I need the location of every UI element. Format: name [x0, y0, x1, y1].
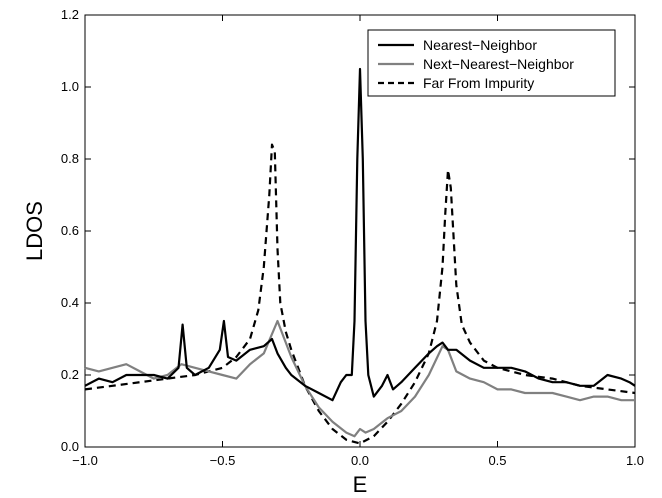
- y-tick-label: 0.4: [61, 295, 79, 310]
- y-tick-label: 1.2: [61, 7, 79, 22]
- series-line-nearest-neighbor: [84, 67, 636, 402]
- series-line-far-from-impurity: [84, 143, 636, 445]
- legend-label-nearest-neighbor: Nearest−Neighbor: [423, 37, 537, 53]
- x-tick-label: 0.0: [351, 453, 369, 468]
- x-tick-label: 1.0: [626, 453, 644, 468]
- y-tick-label: 0.2: [61, 367, 79, 382]
- x-tick-label: 0.5: [488, 453, 506, 468]
- x-tick-label: −0.5: [210, 453, 236, 468]
- axis-ticks: [84, 14, 636, 448]
- y-tick-label: 0.0: [61, 439, 79, 454]
- axis-tick-labels: −1.0 −0.5 0.0 0.5 1.0 0.0 0.2 0.4 0.6 0.8 1.0 1.2: [61, 7, 644, 468]
- legend: Nearest−Neighbor Next−Nearest−Neighbor F…: [367, 29, 616, 97]
- x-tick-label: −1.0: [72, 453, 98, 468]
- series-line-next-nearest-neighbor: [84, 319, 635, 438]
- series-lines: [84, 67, 636, 445]
- y-axis-title: LDOS: [22, 201, 47, 261]
- legend-label-next-nearest-neighbor: Next−Nearest−Neighbor: [423, 56, 574, 72]
- y-tick-label: 1.0: [61, 79, 79, 94]
- x-axis-title: E: [353, 472, 368, 497]
- y-tick-label: 0.8: [61, 151, 79, 166]
- legend-label-far-from-impurity: Far From Impurity: [423, 75, 534, 91]
- y-tick-label: 0.6: [61, 223, 79, 238]
